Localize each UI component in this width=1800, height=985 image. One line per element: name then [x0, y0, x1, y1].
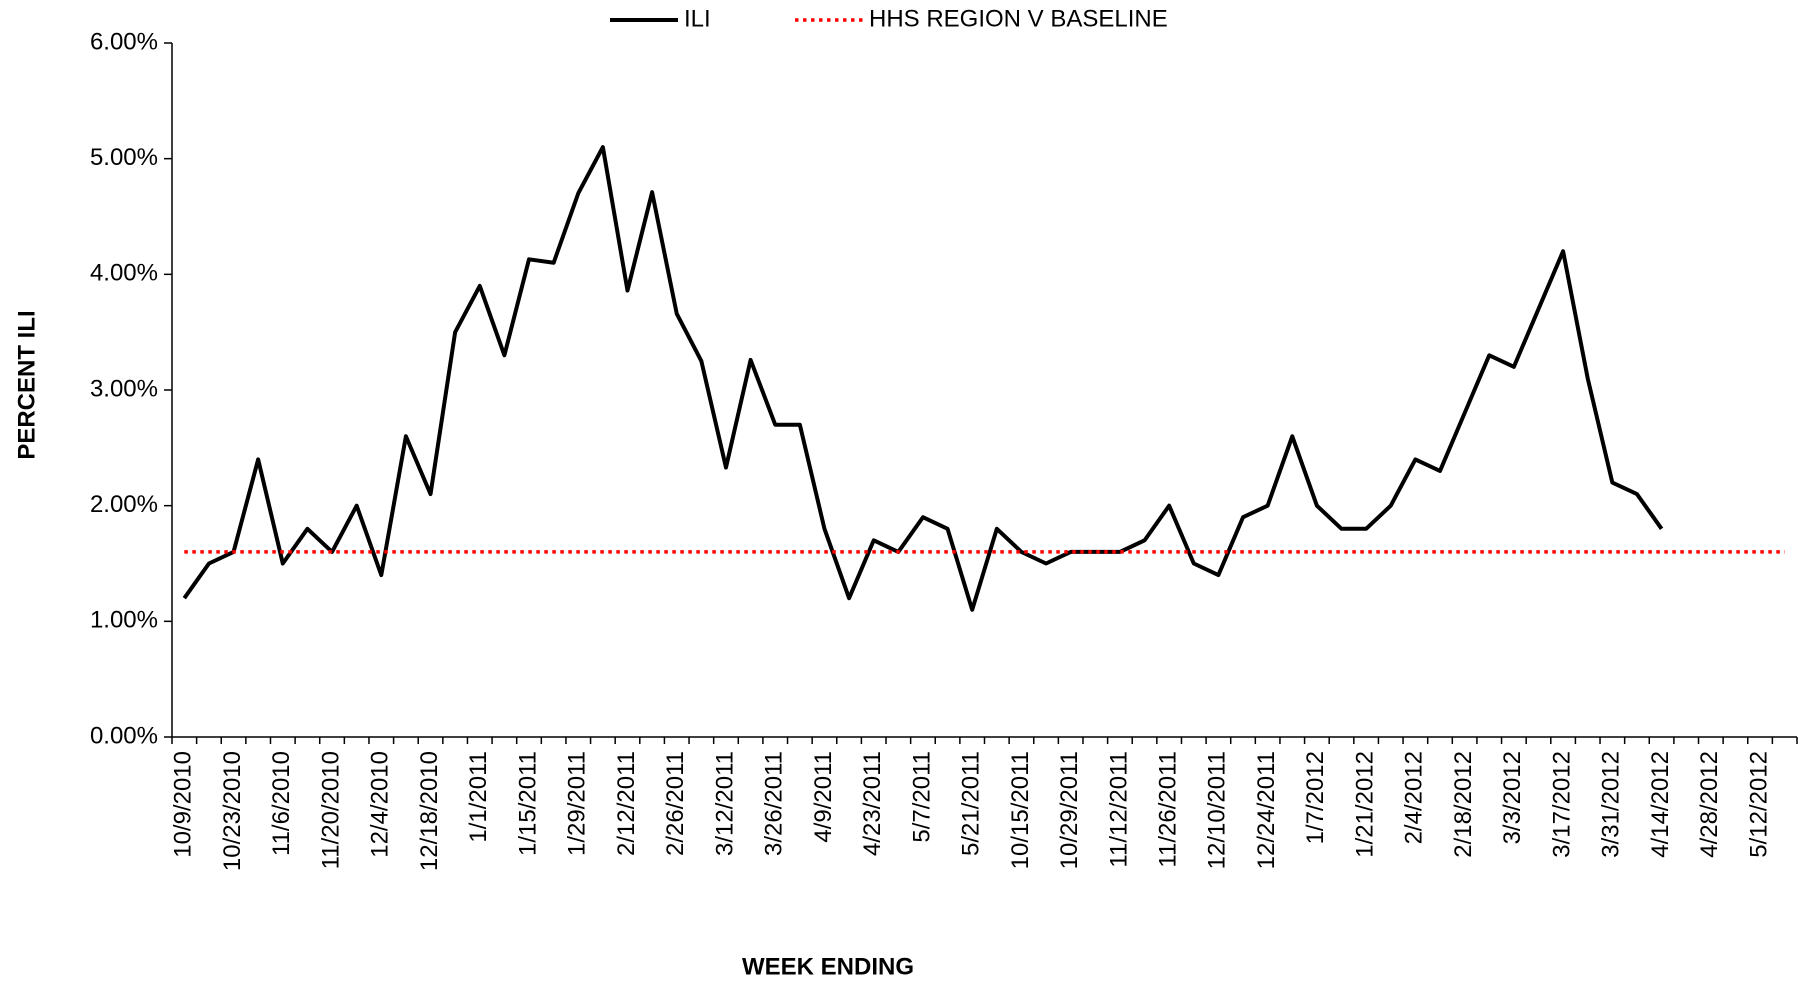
- y-tick-label: 0.00%: [90, 722, 158, 749]
- y-tick-label: 4.00%: [90, 260, 158, 287]
- x-tick-label: 4/23/2011: [859, 751, 886, 856]
- x-tick-label: 1/7/2012: [1302, 751, 1329, 844]
- x-tick-label: 3/3/2012: [1499, 751, 1526, 844]
- x-tick-label: 2/18/2012: [1450, 751, 1477, 858]
- x-tick-label: 4/28/2012: [1696, 751, 1723, 858]
- x-tick-label: 11/26/2011: [1155, 751, 1182, 868]
- x-tick-label: 4/14/2012: [1647, 751, 1674, 858]
- x-tick-label: 10/9/2010: [170, 751, 197, 858]
- legend-label: HHS REGION V BASELINE: [869, 5, 1168, 32]
- x-tick-label: 1/29/2011: [564, 751, 591, 856]
- x-tick-label: 3/26/2011: [761, 751, 788, 856]
- x-tick-label: 12/10/2011: [1204, 751, 1231, 869]
- x-tick-label: 10/15/2011: [1007, 751, 1034, 869]
- x-tick-label: 11/20/2010: [317, 751, 344, 869]
- x-tick-label: 5/7/2011: [908, 751, 935, 843]
- x-tick-label: 11/6/2010: [268, 751, 295, 856]
- x-tick-label: 1/1/2011: [465, 751, 492, 843]
- series-line: [182, 145, 1664, 612]
- x-tick-label: 2/4/2012: [1401, 751, 1428, 844]
- x-tick-label: 3/17/2012: [1548, 751, 1575, 858]
- x-tick-label: 10/29/2011: [1056, 751, 1083, 869]
- x-tick-label: 11/12/2011: [1105, 751, 1132, 868]
- y-tick-label: 3.00%: [90, 375, 158, 402]
- x-tick-label: 5/21/2011: [958, 751, 985, 856]
- x-tick-label: 2/26/2011: [662, 751, 689, 856]
- x-tick-label: 12/24/2011: [1253, 751, 1280, 869]
- y-tick-label: 5.00%: [90, 144, 158, 171]
- x-tick-label: 12/18/2010: [416, 751, 443, 871]
- y-tick-label: 1.00%: [90, 607, 158, 634]
- x-tick-label: 4/9/2011: [810, 751, 837, 843]
- x-tick-label: 2/12/2011: [613, 751, 640, 856]
- x-tick-label: 12/4/2010: [367, 751, 394, 858]
- x-tick-label: 5/12/2012: [1745, 751, 1772, 858]
- x-tick-label: 10/23/2010: [219, 751, 246, 871]
- x-tick-label: 3/31/2012: [1598, 751, 1625, 858]
- x-tick-label: 3/12/2011: [711, 751, 738, 856]
- legend-label: ILI: [684, 5, 711, 32]
- y-tick-label: 2.00%: [90, 491, 158, 518]
- x-axis-title: WEEK ENDING: [742, 953, 914, 980]
- y-axis-title: PERCENT ILI: [13, 310, 40, 459]
- x-tick-label: 1/15/2011: [514, 751, 541, 856]
- y-tick-label: 6.00%: [90, 28, 158, 55]
- x-tick-label: 1/21/2012: [1351, 751, 1378, 858]
